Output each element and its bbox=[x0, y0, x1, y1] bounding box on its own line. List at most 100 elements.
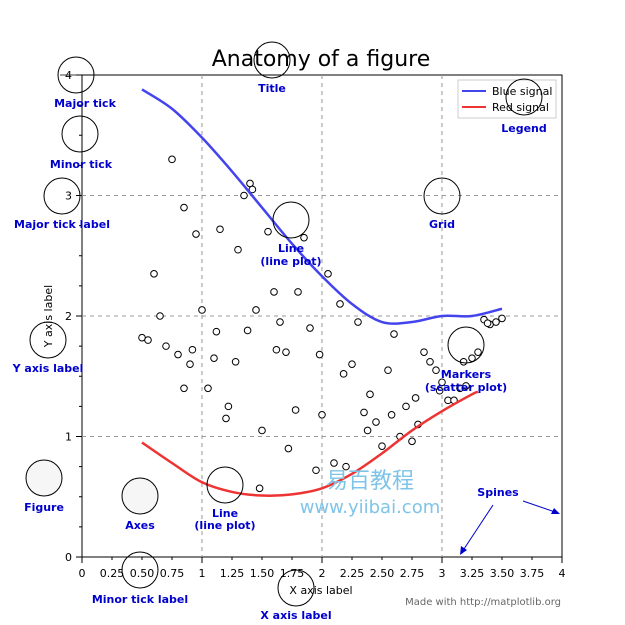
y-axis-label: Y axis label bbox=[42, 285, 55, 348]
watermark-url: www.yiibai.com bbox=[300, 497, 441, 518]
circle-legend bbox=[505, 78, 543, 116]
x-minor-tick-label: 3.50 bbox=[490, 567, 515, 580]
scatter-point bbox=[276, 318, 284, 326]
scatter-point bbox=[212, 327, 221, 336]
circle-grid bbox=[423, 177, 461, 215]
x-minor-tick-label: 3.25 bbox=[460, 567, 485, 580]
scatter-point bbox=[204, 384, 212, 393]
scatter-point bbox=[330, 459, 338, 467]
x-minor-tick-label: 1.50 bbox=[250, 567, 275, 580]
scatter-point bbox=[468, 354, 476, 362]
scatter-point bbox=[462, 382, 470, 390]
scatter-point bbox=[354, 318, 362, 326]
scatter-point bbox=[408, 437, 416, 446]
circle-markers bbox=[447, 326, 485, 364]
line-series bbox=[141, 88, 503, 497]
scatter-point bbox=[300, 233, 308, 242]
scatter-point bbox=[336, 300, 344, 308]
circle-line-plot bbox=[272, 201, 310, 239]
scatter-point bbox=[387, 411, 396, 419]
scatter-point bbox=[390, 330, 398, 338]
scatter-point bbox=[315, 350, 324, 359]
x-major-tick-label: 4 bbox=[559, 567, 566, 580]
ann-line-plot-2-a: Line bbox=[212, 507, 238, 520]
scatter-point bbox=[180, 384, 188, 393]
x-axis-label: X axis label bbox=[289, 584, 352, 597]
scatter-point bbox=[243, 326, 252, 335]
scatter-point bbox=[324, 270, 332, 278]
scatter-point bbox=[360, 408, 368, 417]
y-major-tick-label: 1 bbox=[65, 431, 72, 444]
chart-title: Anatomy of a figure bbox=[212, 47, 431, 72]
circle-figure bbox=[25, 459, 63, 497]
ann-axes: Axes bbox=[125, 519, 155, 532]
scatter-point bbox=[402, 402, 410, 411]
scatter-point bbox=[192, 230, 200, 238]
scatter-point bbox=[342, 462, 350, 471]
y-major-tick-label: 2 bbox=[65, 310, 72, 323]
legend-entry-blue: Blue signal bbox=[492, 85, 552, 98]
x-minor-tick-label: 1.75 bbox=[280, 567, 305, 580]
scatter-point bbox=[378, 442, 386, 450]
scatter-point bbox=[252, 306, 260, 314]
x-minor-tick-label: 1.25 bbox=[220, 567, 245, 580]
scatter-point bbox=[282, 348, 290, 356]
scatter-point bbox=[492, 318, 500, 326]
y-major-tick-label: 4 bbox=[65, 69, 72, 82]
scatter-point bbox=[498, 314, 506, 323]
ann-markers-a: Markers bbox=[441, 368, 492, 381]
scatter-point bbox=[348, 360, 356, 369]
scatter-point bbox=[156, 312, 164, 320]
circle-major-tick-label bbox=[43, 177, 81, 215]
series-line-blue-signal bbox=[141, 88, 503, 325]
y-major-tick-label: 3 bbox=[65, 190, 72, 203]
scatter-point bbox=[435, 386, 444, 395]
scatter-point bbox=[234, 245, 242, 254]
scatter-point bbox=[270, 288, 278, 296]
x-minor-tick-label: 3.75 bbox=[520, 567, 545, 580]
x-major-tick-label: 2 bbox=[319, 567, 326, 580]
x-minor-tick-label: 2.50 bbox=[370, 567, 395, 580]
watermark-cn: 易百教程 bbox=[326, 469, 414, 494]
ann-line-plot-2-b: (line plot) bbox=[194, 519, 255, 532]
ann-major-tick: Major tick bbox=[54, 97, 117, 110]
x-minor-tick-label: 2.25 bbox=[340, 567, 365, 580]
scatter-point bbox=[231, 357, 240, 366]
scatter-point bbox=[291, 406, 300, 414]
scatter-point bbox=[318, 411, 326, 419]
spines-arrowhead-right bbox=[551, 508, 560, 514]
spines-arrows bbox=[460, 500, 560, 555]
annotation-circles bbox=[25, 41, 543, 607]
scatter-point bbox=[240, 191, 248, 200]
ann-title: Title bbox=[258, 82, 286, 95]
spines-arrow-right bbox=[522, 500, 559, 514]
ann-minor-tick-label: Minor tick label bbox=[92, 593, 188, 606]
scatter-point bbox=[255, 484, 264, 493]
x-minor-tick-label: 2.75 bbox=[400, 567, 425, 580]
y-major-tick-label: 0 bbox=[65, 551, 72, 564]
scatter-point bbox=[180, 203, 188, 212]
annotation-labels: Title Major tick Minor tick Major tick l… bbox=[12, 82, 547, 622]
scatter-point bbox=[384, 366, 392, 375]
circle-title bbox=[253, 41, 291, 79]
scatter-point bbox=[216, 225, 224, 234]
scatter-point bbox=[188, 345, 197, 354]
scatter-point bbox=[459, 357, 468, 366]
scatter-point bbox=[426, 357, 434, 366]
scatter-point bbox=[312, 466, 320, 475]
scatter-point bbox=[144, 336, 152, 344]
circle-axes bbox=[121, 477, 159, 515]
ann-x-axis-label: X axis label bbox=[260, 609, 331, 622]
ann-major-tick-label: Major tick label bbox=[14, 218, 110, 231]
scatter-point bbox=[168, 155, 176, 164]
scatter-point bbox=[438, 378, 446, 387]
scatter-point bbox=[284, 444, 293, 453]
ticks: 0 1 2 3 4 0.25 0.50 0.75 1.25 1.50 1.75 2.25 2.50 2.7… bbox=[65, 69, 566, 580]
circle-line-plot-2 bbox=[206, 466, 244, 504]
circle-major-tick bbox=[57, 56, 95, 94]
scatter-point bbox=[474, 348, 482, 356]
credit-text: Made with http://matplotlib.org bbox=[405, 597, 561, 608]
ann-markers-b: (scatter plot) bbox=[425, 381, 507, 394]
ann-y-axis-label: Y axis label bbox=[12, 362, 84, 375]
